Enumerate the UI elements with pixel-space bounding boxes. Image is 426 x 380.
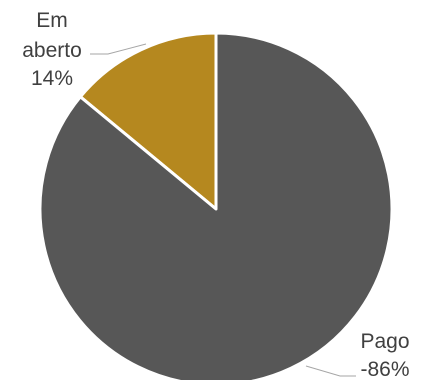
label-em-aberto-value: 14% bbox=[31, 67, 73, 90]
leader-line-em-aberto bbox=[90, 43, 147, 55]
pie-slices bbox=[38, 31, 394, 380]
label-em-aberto-line2: aberto bbox=[22, 39, 82, 62]
leader-line-pago bbox=[305, 365, 356, 377]
label-pago-line1: Pago bbox=[360, 330, 409, 353]
label-em-aberto-line1: Em bbox=[36, 9, 68, 32]
pie-slice-em-aberto bbox=[78, 31, 218, 211]
pie-slice-pago bbox=[38, 31, 394, 380]
label-pago-value: -86% bbox=[360, 358, 409, 380]
